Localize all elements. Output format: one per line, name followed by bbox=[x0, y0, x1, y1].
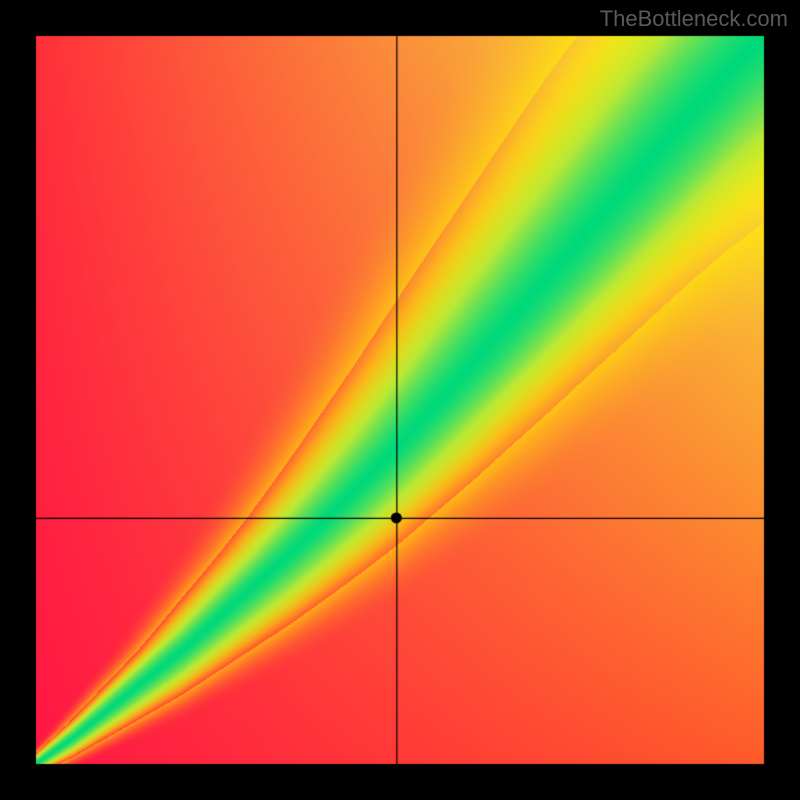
bottleneck-heatmap bbox=[0, 0, 800, 800]
watermark-label: TheBottleneck.com bbox=[600, 6, 788, 32]
